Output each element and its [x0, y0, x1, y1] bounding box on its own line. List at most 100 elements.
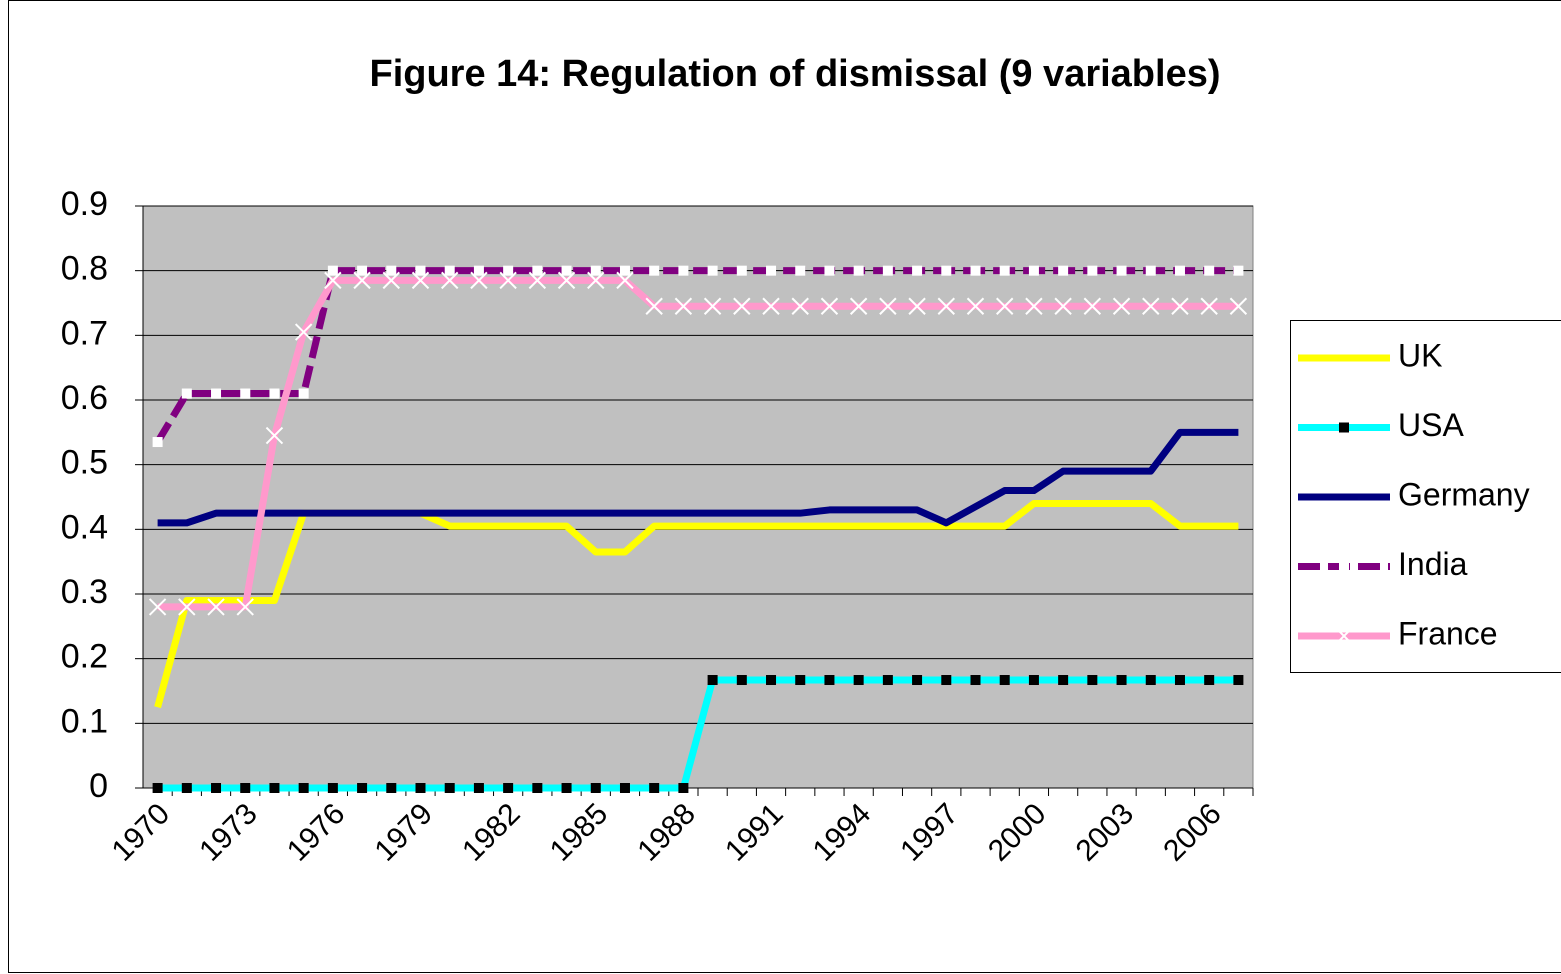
marker: [1200, 297, 1218, 315]
marker: [766, 265, 777, 276]
marker: [1058, 265, 1069, 276]
y-tick-label: 0.4: [61, 508, 108, 546]
marker: [148, 598, 167, 616]
marker: [619, 783, 630, 793]
marker: [1171, 297, 1189, 315]
marker: [1145, 675, 1156, 686]
chart-title: Figure 14: Regulation of dismissal (9 va…: [369, 53, 1220, 95]
marker: [386, 265, 397, 276]
marker: [207, 598, 225, 616]
marker: [908, 297, 926, 315]
y-tick-label: 0.3: [61, 573, 108, 611]
legend-label: Germany: [1398, 476, 1530, 512]
marker: [678, 265, 689, 276]
marker: [941, 675, 952, 686]
marker: [327, 783, 338, 793]
y-tick-label: 0.7: [61, 314, 108, 352]
legend-marker: [1339, 561, 1349, 572]
marker: [561, 783, 572, 793]
y-tick-label: 0.6: [61, 379, 108, 417]
marker: [528, 271, 547, 290]
marker: [324, 271, 342, 290]
marker: [1116, 675, 1127, 686]
marker: [1233, 675, 1244, 686]
marker: [1204, 265, 1215, 276]
marker: [444, 783, 455, 793]
marker: [240, 388, 251, 399]
marker: [616, 271, 634, 290]
marker: [211, 783, 222, 793]
marker: [587, 271, 605, 290]
marker: [762, 297, 780, 315]
marker: [791, 297, 809, 315]
marker: [152, 783, 163, 793]
marker: [966, 297, 985, 315]
y-tick-label: 0.5: [61, 444, 108, 482]
marker: [441, 271, 459, 290]
marker: [795, 265, 806, 276]
marker: [473, 265, 484, 276]
plot-area: [142, 205, 1254, 789]
marker: [1025, 297, 1043, 315]
marker: [298, 783, 309, 793]
marker: [824, 675, 835, 686]
marker: [1028, 675, 1039, 686]
marker: [532, 265, 543, 276]
marker: [882, 265, 893, 276]
marker: [590, 783, 601, 793]
marker: [294, 323, 313, 341]
series-line: [157, 276, 1239, 611]
marker: [703, 297, 722, 315]
marker: [970, 265, 981, 276]
marker: [499, 271, 517, 290]
marker: [707, 675, 718, 686]
marker: [707, 265, 718, 276]
y-tick-label: 0: [89, 767, 108, 805]
y-tick-label: 0.1: [61, 702, 108, 740]
marker: [937, 297, 955, 315]
series-line: [157, 428, 1239, 527]
marker: [824, 265, 835, 276]
marker: [181, 783, 192, 793]
marker: [1087, 265, 1098, 276]
marker: [1142, 297, 1160, 315]
marker: [415, 783, 426, 793]
legend-marker: [1339, 422, 1349, 433]
marker: [181, 388, 192, 399]
marker: [386, 783, 397, 793]
marker: [415, 265, 426, 276]
marker: [532, 783, 543, 793]
marker: [795, 675, 806, 686]
marker: [1229, 297, 1248, 315]
legend-marker: [1335, 627, 1353, 645]
marker: [649, 783, 660, 793]
marker: [1087, 675, 1098, 686]
marker: [444, 265, 455, 276]
marker: [503, 783, 514, 793]
marker: [1233, 265, 1244, 276]
marker: [678, 783, 689, 793]
marker: [912, 675, 923, 686]
marker: [1116, 265, 1127, 276]
legend-label: USA: [1398, 407, 1464, 443]
marker: [849, 297, 868, 315]
marker: [298, 388, 309, 399]
marker: [820, 297, 839, 315]
marker: [1058, 675, 1069, 686]
marker: [327, 265, 338, 276]
marker: [353, 271, 371, 290]
marker: [1028, 265, 1039, 276]
marker: [590, 265, 601, 276]
marker: [1204, 675, 1215, 686]
marker: [1174, 265, 1185, 276]
marker: [999, 675, 1010, 686]
marker: [879, 297, 897, 315]
marker: [503, 265, 514, 276]
legend-label: UK: [1398, 337, 1442, 373]
marker: [561, 265, 572, 276]
marker: [269, 783, 280, 793]
marker: [853, 675, 864, 686]
marker: [1174, 675, 1185, 686]
marker: [619, 265, 630, 276]
